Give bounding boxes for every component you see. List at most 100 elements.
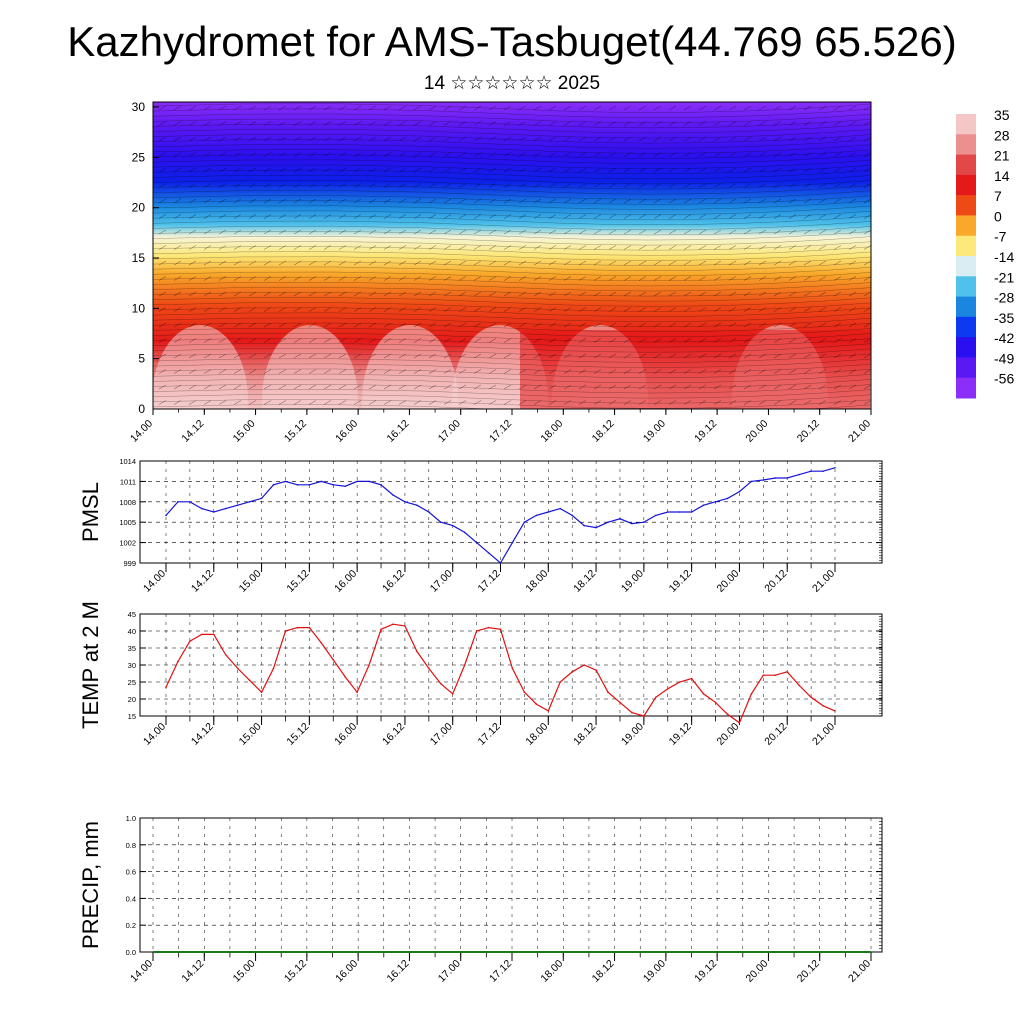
- wind-barb: [818, 229, 827, 235]
- wind-barb: [833, 369, 842, 374]
- wind-barb: [308, 198, 317, 204]
- wind-barb: [248, 307, 257, 312]
- wind-barb: [323, 291, 332, 297]
- wind-barb: [173, 276, 182, 281]
- wind-barb: [773, 121, 782, 126]
- wind-barb: [233, 338, 242, 343]
- wind-barb: [518, 183, 527, 188]
- data-point: [451, 693, 454, 695]
- wind-barb-line: [153, 179, 871, 190]
- wind-barb-line: [153, 185, 871, 195]
- wind-barb: [203, 353, 212, 359]
- wind-barb: [383, 307, 392, 312]
- wind-barb: [773, 136, 782, 142]
- wind-barb: [398, 136, 407, 142]
- wind-barb: [338, 369, 347, 374]
- wind-barb: [758, 229, 767, 235]
- wind-barb: [293, 183, 302, 188]
- x-tick-label: 16.00: [333, 418, 360, 445]
- y-tick-label: 1002: [119, 539, 136, 548]
- wind-barb: [668, 136, 677, 142]
- wind-barb: [188, 245, 197, 250]
- chart-title: Kazhydromet for AMS-Tasbuget(44.769 65.5…: [67, 18, 957, 65]
- wind-barb: [773, 400, 782, 405]
- wind-barb: [278, 198, 287, 204]
- wind-barb: [743, 276, 752, 281]
- wind-barb: [833, 245, 842, 250]
- wind-barb: [563, 353, 572, 359]
- wind-barb: [413, 121, 422, 126]
- wind-barb: [488, 229, 497, 235]
- wind-barb: [818, 400, 827, 405]
- wind-barb: [458, 183, 467, 188]
- wind-barb: [563, 105, 572, 111]
- colorbar-label: -28: [994, 290, 1014, 306]
- wind-barb: [458, 105, 467, 111]
- x-tick-label: 18.12: [571, 568, 598, 595]
- wind-barb: [353, 400, 362, 405]
- wind-barb: [308, 152, 317, 157]
- wind-barb: [473, 229, 482, 235]
- wind-barb: [608, 105, 617, 111]
- wind-barb: [578, 260, 587, 266]
- data-point: [356, 691, 358, 693]
- wind-barb: [833, 384, 842, 390]
- wind-barb: [623, 121, 632, 126]
- wind-barb: [833, 183, 842, 188]
- wind-barb: [248, 136, 257, 142]
- wind-barb: [593, 121, 602, 126]
- wind-barb: [788, 384, 797, 390]
- wind-barb: [413, 152, 422, 157]
- wind-barb: [293, 400, 302, 405]
- data-point: [643, 521, 645, 523]
- wind-barb: [683, 167, 692, 173]
- wind-barb: [428, 105, 437, 111]
- wind-barb: [608, 183, 617, 188]
- wind-barb: [188, 307, 197, 312]
- pmsl-panel: 999 1002 1005 1008 1011 1014 PMSL 14.00 14.12 15.…: [78, 457, 883, 595]
- wind-barb: [488, 353, 497, 359]
- wind-barb: [728, 245, 737, 250]
- wind-barb: [818, 152, 827, 157]
- wind-barb: [623, 369, 632, 374]
- wind-barb: [248, 322, 257, 328]
- wind-barb: [503, 105, 512, 111]
- wind-barb: [548, 338, 557, 343]
- x-tick-label: 16.12: [384, 418, 411, 445]
- wind-barb: [278, 322, 287, 328]
- wind-barb: [203, 400, 212, 405]
- wind-barb: [593, 276, 602, 281]
- wind-barb: [608, 400, 617, 405]
- colorbar-label: -35: [994, 310, 1014, 326]
- wind-barb-line: [153, 251, 871, 261]
- colorbar-label: 35: [994, 107, 1010, 123]
- wind-barb: [488, 152, 497, 157]
- wind-barb: [458, 384, 467, 390]
- wind-barb: [548, 105, 557, 111]
- wind-barb: [458, 245, 467, 250]
- wind-barb: [368, 260, 377, 266]
- data-point: [774, 674, 777, 676]
- wind-barb: [713, 214, 722, 219]
- wind-barb: [863, 276, 871, 281]
- wind-barb-line: [153, 363, 871, 373]
- wind-barb: [608, 152, 617, 157]
- wind-barb: [158, 384, 167, 390]
- x-tick-label: 19.00: [641, 418, 668, 445]
- y-tick-label: 0.2: [126, 921, 136, 930]
- y-tick-label: 15: [128, 712, 136, 721]
- wind-barb: [188, 121, 197, 126]
- wind-barb: [683, 384, 692, 390]
- x-tick-label: 15.12: [282, 958, 309, 985]
- colorbar-label: 21: [994, 148, 1010, 164]
- wind-barb: [488, 307, 497, 312]
- wind-barb: [398, 307, 407, 312]
- data-point: [344, 676, 346, 678]
- wind-barb: [428, 229, 437, 235]
- wind-barb: [293, 121, 302, 126]
- x-tick-label: 20.12: [762, 568, 789, 595]
- wind-barb: [353, 105, 362, 111]
- wind-barb: [473, 384, 482, 390]
- wind-barb: [743, 121, 752, 126]
- wind-barb: [563, 338, 572, 343]
